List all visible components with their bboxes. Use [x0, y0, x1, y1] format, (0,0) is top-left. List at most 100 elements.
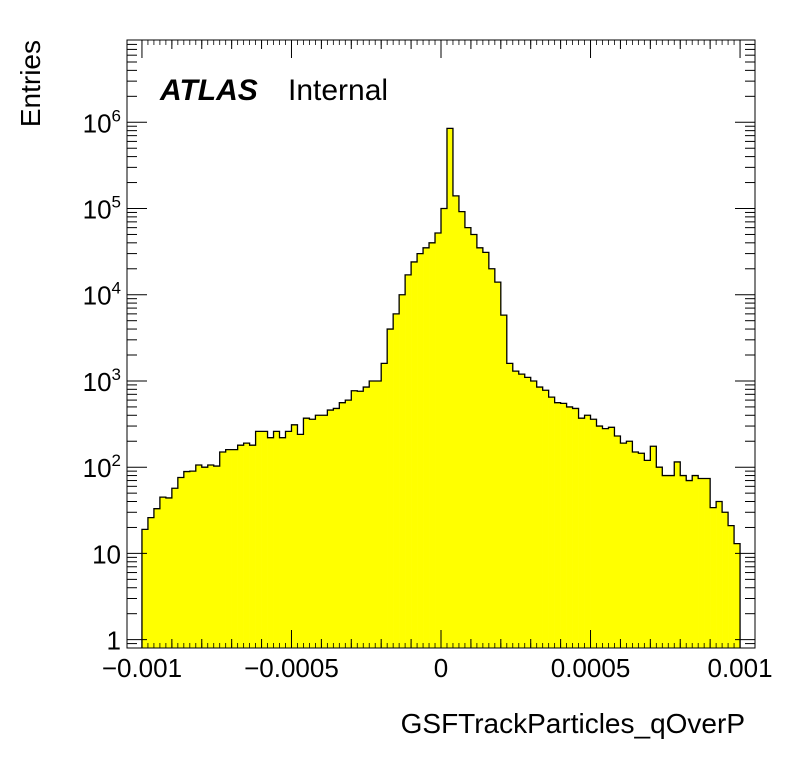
- histogram-outline: [141, 127, 741, 648]
- histogram-bin: [518, 374, 526, 648]
- histogram-bin: [369, 380, 376, 648]
- histogram-bin: [231, 449, 238, 648]
- histogram-bin: [686, 480, 693, 648]
- histogram-bin: [261, 431, 268, 648]
- histogram-bin: [405, 274, 412, 648]
- y-tick-label: 10: [92, 539, 121, 569]
- x-axis-title: GSFTrackParticles_qOverP: [401, 708, 745, 739]
- histogram-bin: [662, 475, 669, 648]
- histogram-bin: [177, 477, 185, 648]
- histogram-bin: [530, 380, 537, 648]
- histogram-bin: [464, 227, 472, 648]
- histogram-bin: [632, 452, 639, 648]
- histogram-bin: [680, 475, 687, 648]
- histogram-bin: [542, 390, 549, 648]
- histogram-bin: [668, 475, 675, 648]
- histogram-bin: [560, 403, 567, 648]
- histogram-bin: [536, 387, 543, 648]
- histogram-bin: [327, 410, 334, 648]
- histogram-bin: [393, 313, 400, 648]
- histogram-bin: [602, 428, 609, 648]
- histogram-bin: [446, 128, 454, 649]
- histogram-bin: [387, 329, 394, 648]
- x-tick-label: −0.0005: [244, 653, 339, 683]
- histogram-bin: [333, 408, 340, 648]
- histogram-bin: [285, 431, 292, 648]
- x-tick-label: 0: [434, 653, 448, 683]
- histogram-bin: [255, 431, 262, 648]
- histogram-bin: [728, 525, 735, 648]
- tick-labels: −0.001 −0.0005 0 0.0005 0.001 1 10 102 103 104 105…: [83, 106, 773, 683]
- histogram-bin: [512, 371, 520, 648]
- histogram-bin: [207, 465, 215, 648]
- histogram-bin: [584, 415, 591, 648]
- histogram-bin: [596, 426, 603, 648]
- y-tick-label: 103: [83, 365, 121, 397]
- histogram-bin: [171, 488, 179, 648]
- histogram-bin: [213, 466, 221, 648]
- y-tick-label: 105: [83, 193, 121, 225]
- x-tick-label: 0.001: [708, 653, 773, 683]
- histogram-bin: [189, 471, 197, 648]
- histogram-bin: [429, 242, 436, 649]
- x-tick-label: −0.001: [102, 653, 182, 683]
- histogram-bin: [339, 402, 346, 648]
- histogram-bin: [704, 478, 711, 648]
- axis-ticks: [127, 39, 755, 649]
- histogram-bin: [614, 435, 621, 648]
- histogram-bin: [381, 363, 388, 648]
- histogram-bin: [548, 397, 555, 648]
- histogram-bars: [141, 127, 741, 649]
- histogram-bin: [441, 208, 448, 648]
- histogram-bin: [494, 282, 502, 648]
- histogram-bin: [417, 253, 424, 648]
- histogram-bin: [674, 461, 681, 648]
- histogram-bin: [482, 252, 490, 648]
- histogram-bin: [710, 507, 717, 648]
- histogram-bin: [644, 460, 651, 648]
- histogram-bin: [267, 437, 274, 648]
- y-axis-title: Entries: [15, 40, 46, 127]
- histogram-bin: [345, 400, 352, 648]
- histogram-bin: [470, 234, 478, 649]
- histogram-bin: [452, 195, 460, 648]
- histogram-bin: [219, 452, 226, 648]
- histogram-bin: [476, 247, 484, 648]
- histogram-bin: [698, 478, 705, 648]
- histogram-bin: [153, 508, 161, 648]
- histogram-bin: [608, 427, 615, 648]
- atlas-label: ATLAS: [159, 74, 258, 107]
- histogram-bin: [351, 390, 358, 648]
- internal-label: Internal: [288, 74, 388, 107]
- histogram-bin: [291, 424, 298, 648]
- histogram-bin: [716, 501, 723, 648]
- histogram-bin: [488, 268, 496, 648]
- histogram-bin: [656, 467, 663, 648]
- histogram-bin: [566, 406, 573, 648]
- histogram-bin: [626, 441, 633, 648]
- y-tick-label: 104: [83, 279, 121, 311]
- histogram-bin: [554, 402, 561, 648]
- histogram-bin: [578, 418, 585, 648]
- histogram-bin: [321, 415, 328, 648]
- histogram-bin: [458, 211, 466, 648]
- histogram-bin: [165, 497, 173, 648]
- histogram-bin: [650, 446, 657, 648]
- histogram-bin: [363, 387, 370, 648]
- histogram-bin: [249, 445, 256, 648]
- y-tick-label: 106: [83, 106, 121, 138]
- histogram-bin: [620, 443, 627, 648]
- x-tick-label: 0.0005: [551, 653, 631, 683]
- histogram-bin: [237, 445, 244, 648]
- histogram-bin: [524, 377, 532, 648]
- histogram-bin: [375, 380, 382, 648]
- histogram-bin: [141, 529, 149, 648]
- y-tick-label: 102: [83, 451, 121, 483]
- histogram-bin: [411, 261, 418, 648]
- histogram-bin: [195, 465, 203, 648]
- histogram-bin: [423, 247, 430, 648]
- histogram-bin: [399, 294, 406, 648]
- histogram-bin: [572, 408, 579, 648]
- histogram-bin: [159, 497, 167, 648]
